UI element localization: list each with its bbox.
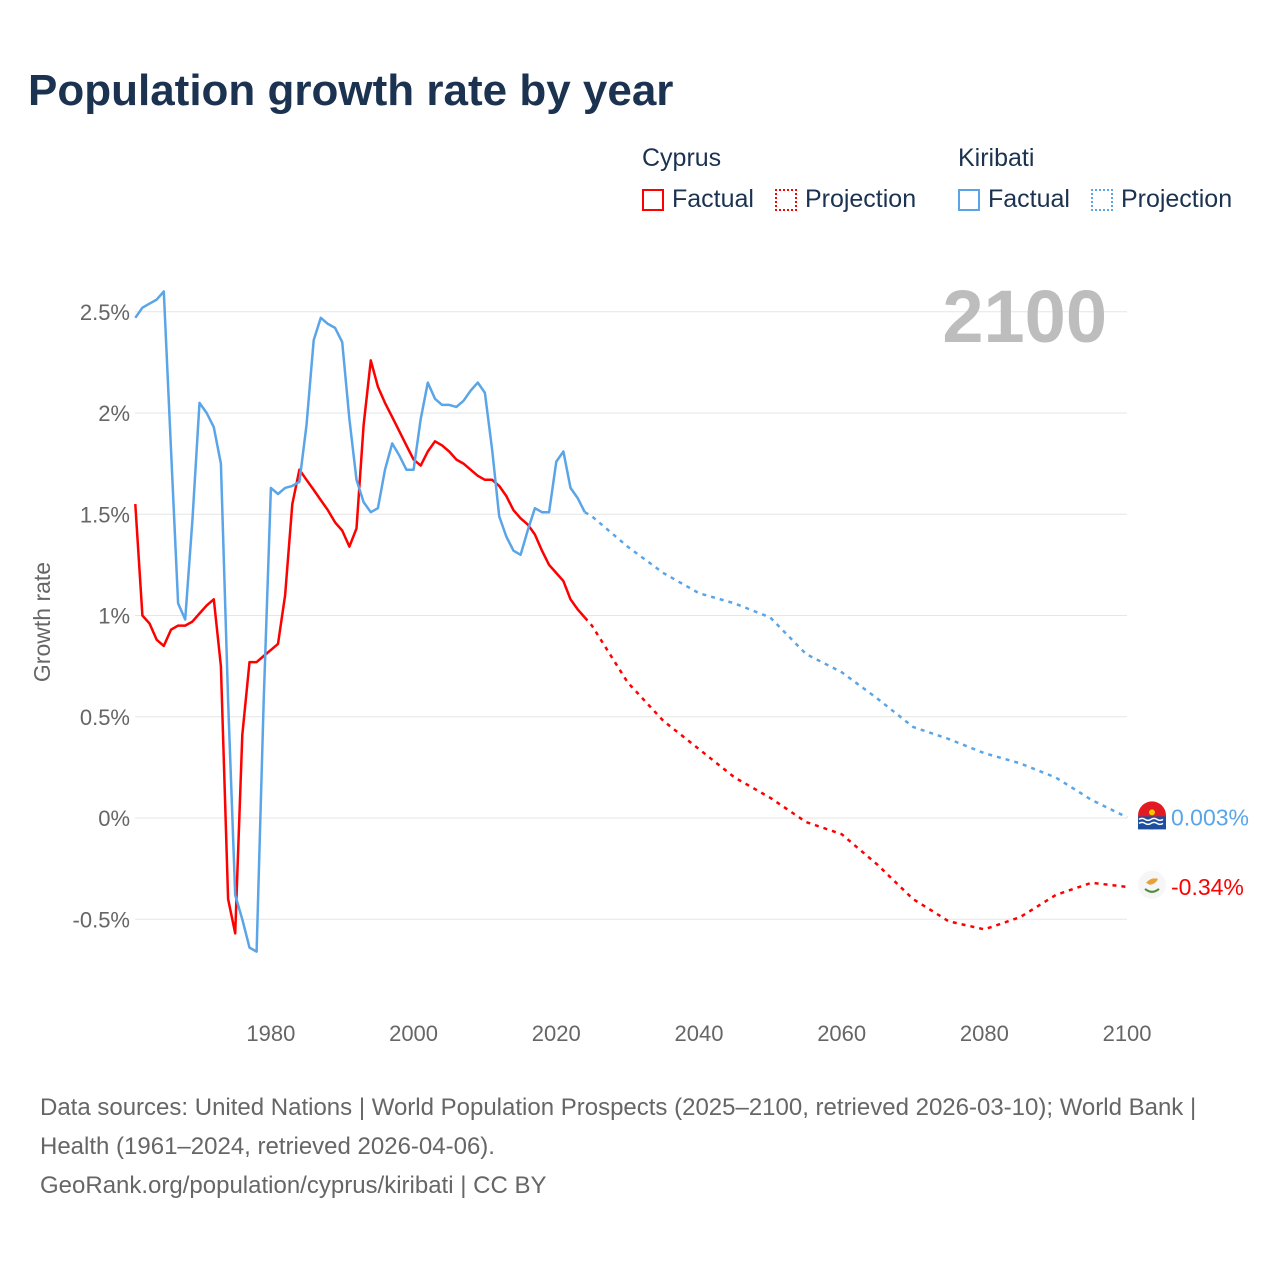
kiribati-factual-line bbox=[134, 290, 586, 953]
dotted-swatch-icon bbox=[1090, 188, 1113, 211]
cyprus-projection-line bbox=[583, 616, 1128, 931]
legend-cyprus-factual[interactable]: Factual bbox=[642, 185, 754, 214]
kiribati-projection-line bbox=[584, 511, 1128, 819]
dotted-swatch-icon bbox=[774, 188, 797, 211]
legend-cyprus: Cyprus Factual Projection bbox=[642, 144, 930, 218]
y-axis-label: Growth rate bbox=[29, 562, 55, 682]
y-tick-label: 1.5% bbox=[80, 502, 130, 527]
legend-cyprus-projection[interactable]: Projection bbox=[774, 185, 917, 214]
cyprus-flag-icon bbox=[1138, 870, 1166, 899]
solid-swatch-icon bbox=[958, 188, 980, 211]
x-tick-label: 2100 bbox=[1103, 1021, 1152, 1046]
legend-group-name: Cyprus bbox=[642, 144, 722, 172]
y-tick-label: 2.5% bbox=[80, 300, 130, 325]
x-tick-label: 1980 bbox=[246, 1021, 295, 1046]
y-tick-label: 2% bbox=[98, 401, 130, 426]
y-tick-label: -0.5% bbox=[73, 907, 130, 932]
x-tick-label: 2040 bbox=[674, 1021, 723, 1046]
legend-kiribati-projection[interactable]: Projection bbox=[1090, 185, 1233, 214]
legend-label: Factual bbox=[988, 185, 1070, 213]
legend-label: Projection bbox=[804, 185, 917, 213]
current-year-label: 2100 bbox=[942, 275, 1107, 358]
solid-swatch-icon bbox=[642, 188, 664, 211]
x-tick-label: 2020 bbox=[532, 1021, 581, 1046]
y-tick-label: 0.5% bbox=[80, 705, 130, 730]
cyprus-factual-line bbox=[134, 359, 586, 935]
x-tick-label: 2060 bbox=[817, 1021, 866, 1046]
data-sources: Data sources: United Nations | World Pop… bbox=[40, 1094, 1197, 1160]
chart-title: Population growth rate by year bbox=[28, 66, 674, 115]
legend-group-name: Kiribati bbox=[958, 144, 1035, 172]
legend-label: Factual bbox=[672, 185, 754, 213]
footer: Data sources: United Nations | World Pop… bbox=[40, 1088, 1240, 1205]
y-tick-label: 1% bbox=[98, 604, 130, 629]
x-tick-label: 2000 bbox=[389, 1021, 438, 1046]
cyprus-end-value-label: -0.34% bbox=[1171, 874, 1244, 900]
legend-label: Projection bbox=[1120, 185, 1233, 213]
credit-link[interactable]: GeoRank.org/population/cyprus/kiribati |… bbox=[40, 1172, 547, 1199]
y-tick-label: 0% bbox=[98, 806, 130, 831]
x-tick-label: 2080 bbox=[960, 1021, 1009, 1046]
kiribati-flag-icon bbox=[1138, 801, 1166, 830]
kiribati-end-value-label: 0.003% bbox=[1171, 804, 1249, 830]
legend-kiribati: Kiribati Factual Projection bbox=[958, 144, 1246, 218]
legend-kiribati-factual[interactable]: Factual bbox=[958, 185, 1070, 214]
